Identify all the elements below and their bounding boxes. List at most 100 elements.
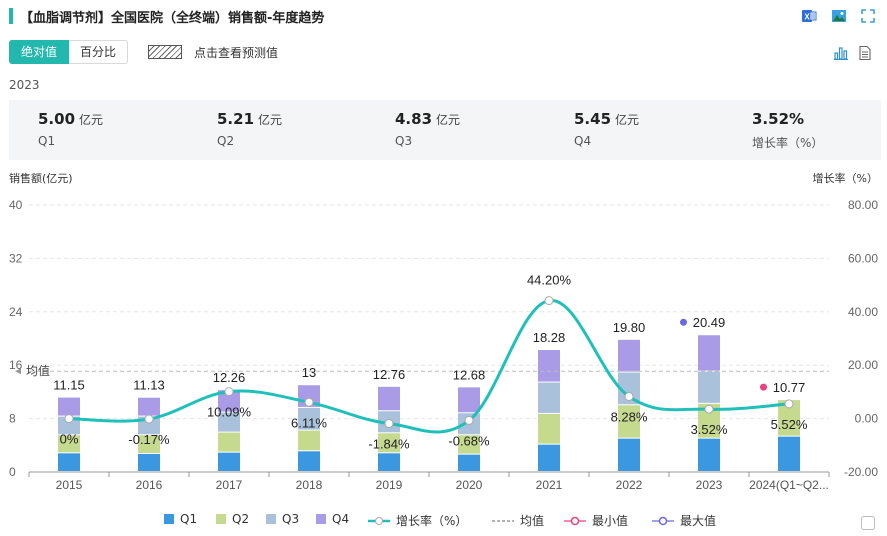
bar-segment-q1 — [538, 444, 560, 471]
bar-segment-q1 — [618, 438, 640, 471]
average-label: 均值 — [26, 363, 50, 378]
summary-panel: 5.00 亿元 Q1 5.21 亿元 Q2 4.83 亿元 Q3 5.45 亿元 Q4 … — [9, 100, 881, 160]
bar-segment-q1 — [58, 453, 80, 471]
bar-segment-q2 — [618, 405, 640, 438]
total-data-label: 10.77 — [773, 380, 806, 395]
sales-trend-chart: 0 8 16 24 32 40 -20.00 0.00 20.00 40.00 60.00 80.00… — [9, 198, 878, 492]
growth-point — [384, 419, 394, 429]
watermark-logo-icon — [861, 516, 875, 530]
bar-segment-q1 — [458, 454, 480, 471]
x-tick-label: 2015 — [56, 478, 83, 492]
forecast-toggle-label: 点击查看预测值 — [194, 45, 279, 60]
fullscreen-icon[interactable] — [860, 8, 876, 24]
legend-item-q1[interactable]: Q1 — [164, 512, 197, 526]
summary-q4-unit: 亿元 — [615, 113, 640, 127]
total-data-label: 13 — [302, 365, 316, 380]
legend-item-q4[interactable]: Q4 — [316, 512, 349, 526]
legend-item-max[interactable]: 最大值 — [652, 512, 716, 529]
x-tick-label: 2022 — [616, 478, 643, 492]
bar-segment-q1 — [138, 453, 160, 471]
summary-q4-value: 5.45 — [574, 110, 612, 128]
legend-swatch-min — [564, 516, 586, 525]
image-export-icon[interactable] — [831, 8, 847, 24]
tab-absolute[interactable]: 绝对值 — [9, 40, 70, 64]
growth-point — [544, 296, 554, 306]
total-data-label: 12.76 — [373, 367, 406, 382]
x-tick-label: 2023 — [696, 478, 723, 492]
summary-growth-value: 3.52% — [752, 110, 805, 128]
x-tick-label: 2018 — [296, 478, 323, 492]
growth-point — [704, 404, 714, 414]
bar-chart-view-icon[interactable] — [833, 45, 849, 61]
x-tick-label: 2017 — [216, 478, 243, 492]
x-tick-label: 2020 — [456, 478, 483, 492]
y-tick-label: 40 — [9, 198, 23, 212]
x-tick-label: 2016 — [136, 478, 163, 492]
table-view-icon[interactable] — [857, 45, 873, 61]
summary-q3-unit: 亿元 — [436, 113, 461, 127]
bar-segment-q2 — [778, 400, 800, 436]
bar-segment-q2 — [458, 435, 480, 454]
chart-title: 【血脂调节剂】全国医院（全终端）销售额-年度趋势 — [20, 11, 325, 26]
y2-axis-title: 增长率（%） — [812, 172, 878, 185]
max-marker — [680, 318, 687, 326]
bar-segment-q1 — [378, 453, 400, 471]
summary-q3-value: 4.83 — [395, 110, 433, 128]
x-tick-label: 2024(Q1~Q2... — [749, 478, 829, 492]
bar-segment-q4 — [58, 397, 80, 416]
growth-data-label: 0% — [60, 432, 79, 447]
summary-growth: 3.52% 增长率（%） — [752, 110, 823, 151]
total-data-label: 12.26 — [213, 370, 246, 385]
growth-point — [304, 397, 314, 407]
legend-item-average[interactable]: 均值 — [492, 512, 544, 529]
legend-swatch-q2 — [216, 514, 226, 524]
bar-segment-q4 — [698, 335, 720, 371]
bar-segment-q4 — [618, 339, 640, 372]
tab-percentage[interactable]: 百分比 — [69, 40, 129, 64]
total-data-label: 11.15 — [53, 378, 85, 393]
legend-item-growth[interactable]: 增长率（%） — [368, 512, 467, 529]
legend-item-q2[interactable]: Q2 — [216, 512, 249, 526]
watermark — [861, 516, 879, 530]
summary-q2: 5.21 亿元 Q2 — [217, 110, 282, 148]
growth-data-label: -0.68% — [448, 433, 490, 448]
growth-data-label: 44.20% — [527, 273, 572, 288]
growth-line — [68, 299, 790, 434]
legend-label-max: 最大值 — [680, 514, 717, 528]
bar-segment-q1 — [298, 451, 320, 471]
growth-point — [144, 414, 154, 424]
summary-q1: 5.00 亿元 Q1 — [38, 110, 103, 148]
bar-segment-q4 — [138, 397, 160, 416]
summary-q2-unit: 亿元 — [258, 113, 283, 127]
total-data-label: 11.13 — [133, 378, 165, 393]
forecast-toggle[interactable]: 点击查看预测值 — [148, 43, 278, 61]
bar-segment-q3 — [218, 412, 240, 432]
excel-export-icon[interactable]: X — [801, 8, 817, 24]
min-marker — [760, 383, 767, 391]
summary-growth-label: 增长率（%） — [752, 136, 824, 150]
legend-swatch-growth — [368, 516, 390, 525]
value-mode-tabs: 绝对值 百分比 — [9, 40, 129, 64]
bar-segment-q3 — [298, 407, 320, 430]
summary-q4: 5.45 亿元 Q4 — [574, 110, 639, 148]
bar-segment-q4 — [378, 386, 400, 411]
growth-data-label: 10.09% — [207, 405, 252, 420]
y2-tick-label: 40.00 — [848, 305, 878, 319]
y2-tick-label: 60.00 — [848, 251, 878, 265]
y2-tick-label: 20.00 — [848, 358, 878, 372]
summary-q1-value: 5.00 — [38, 110, 76, 128]
y2-tick-label: 80.00 — [848, 198, 878, 212]
x-tick-label: 2021 — [536, 478, 563, 492]
legend-label-average: 均值 — [520, 514, 545, 528]
summary-q2-label: Q2 — [217, 134, 235, 148]
y-tick-label: 16 — [9, 358, 23, 372]
growth-data-label: 6.11% — [291, 415, 327, 430]
bar-segment-q4 — [218, 390, 240, 412]
legend-item-q3[interactable]: Q3 — [266, 512, 299, 526]
y-axis-title: 销售额(亿元) — [9, 172, 73, 185]
bar-segment-q3 — [538, 382, 560, 413]
svg-text:X: X — [804, 13, 810, 22]
legend-item-min[interactable]: 最小值 — [564, 512, 628, 529]
legend-label-q1: Q1 — [180, 512, 198, 526]
summary-q1-label: Q1 — [38, 134, 56, 148]
